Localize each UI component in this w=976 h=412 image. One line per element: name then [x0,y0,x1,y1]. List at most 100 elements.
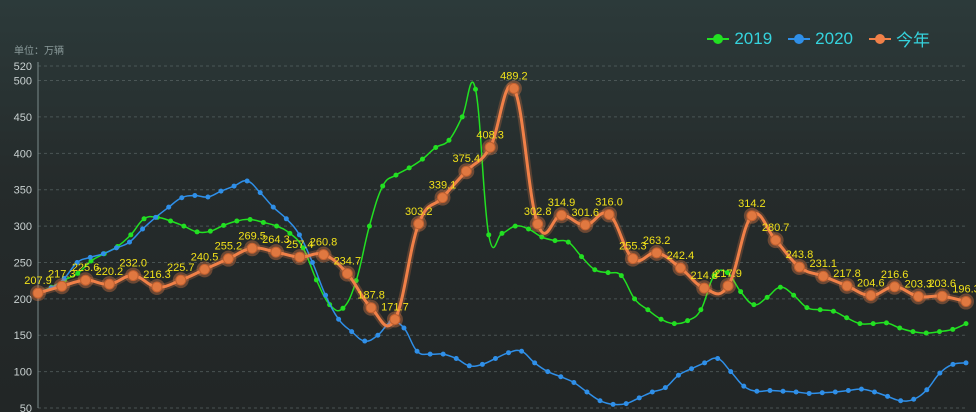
data-point [32,287,44,299]
data-label: 171.7 [381,301,409,313]
data-point [192,193,198,199]
data-point [565,239,571,245]
grid: 50 100 150 200 250 300 350 400 450 500 520 [14,61,966,412]
data-point [61,275,67,281]
y-tick-label: 100 [14,367,32,379]
data-point [741,383,747,389]
data-label: 234.7 [334,256,362,268]
data-point [175,274,187,286]
data-point [819,390,825,396]
data-label: 196.3 [952,284,976,296]
data-label: 302.8 [524,206,552,218]
data-point [552,238,558,244]
data-point [365,302,377,314]
data-point [499,230,505,236]
data-point [627,253,639,265]
data-point [924,387,930,393]
data-point [858,386,864,392]
data-point [817,307,823,313]
data-point [532,218,544,230]
data-label: 203.6 [928,278,956,290]
data-label: 217.8 [833,268,861,280]
data-point [963,360,969,366]
data-label: 375.4 [453,153,481,165]
data-point [393,172,399,178]
data-point [911,396,917,402]
data-point [610,401,616,407]
data-point [791,292,797,298]
data-label: 489.2 [500,70,528,82]
data-point [375,332,381,338]
data-point [698,307,704,313]
series-line [37,84,967,328]
y-tick-label: 200 [14,294,32,306]
data-point [100,251,106,257]
data-point [440,351,446,357]
data-point [460,165,472,177]
data-point [486,232,492,238]
y-tick-label: 400 [14,148,32,160]
data-point [897,325,903,331]
data-point [340,305,346,311]
data-point [605,270,611,276]
data-point [419,156,425,162]
data-label: 204.6 [857,278,885,290]
data-point [844,315,850,321]
data-label: 263.2 [643,235,671,247]
data-point [492,356,498,362]
data-point [466,363,472,369]
data-point [427,351,433,357]
data-point [234,218,240,224]
data-point [270,204,276,210]
y-tick-label: 50 [20,403,32,412]
data-point [479,361,485,367]
data-point [309,259,315,265]
data-label: 207.9 [24,275,52,287]
series-2020 [35,178,969,407]
data-point [433,144,439,150]
data-point [674,262,686,274]
data-point [74,259,80,265]
data-label: 232.0 [119,258,147,270]
data-point [87,254,93,260]
data-point [715,356,721,362]
data-point [702,360,708,366]
data-point [512,223,518,229]
data-label: 280.7 [762,222,790,234]
data-point [446,137,452,143]
data-point [777,284,783,290]
data-point [885,393,891,399]
data-label: 242.4 [667,250,695,262]
data-point [950,361,956,367]
data-point [832,389,838,395]
data-point [126,239,132,245]
legend-item-2019[interactable]: 2019 [707,29,772,49]
data-point [194,229,200,235]
y-tick-label: 300 [14,221,32,233]
data-point [222,253,234,265]
data-point [221,222,227,228]
data-label: 231.1 [809,258,837,270]
data-point [75,270,81,276]
legend-item-this-year[interactable]: 今年 [869,26,930,51]
data-label: 314.9 [548,197,576,209]
data-point [936,329,942,335]
data-point [738,289,744,295]
data-point [623,401,629,407]
data-point [323,292,329,298]
data-point [555,209,567,221]
data-point [872,389,878,395]
data-point [910,329,916,335]
data-point [318,249,330,261]
data-point [341,268,353,280]
data-label: 264.3 [262,234,290,246]
data-point [963,321,969,327]
series-line [37,81,967,334]
data-point [401,325,407,331]
data-label: 225.7 [167,262,195,274]
data-label: 216.6 [881,269,909,281]
data-point [166,204,172,210]
legend-item-2020[interactable]: 2020 [788,29,853,49]
data-point [770,234,782,246]
data-point [283,216,289,222]
